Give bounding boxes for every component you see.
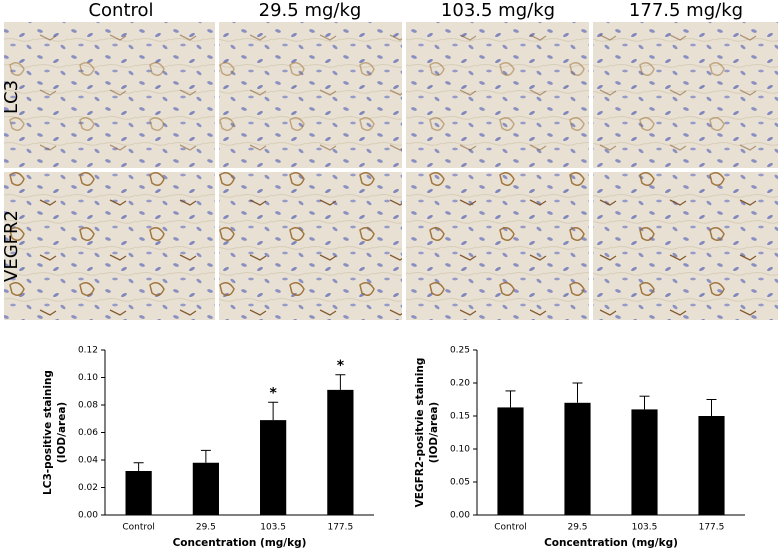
significance-marker: * <box>269 385 277 401</box>
y-tick-label: 0.10 <box>450 445 470 455</box>
bar <box>192 462 219 515</box>
y-tick-label: 0.00 <box>78 511 98 521</box>
bar <box>497 407 524 515</box>
x-tick-label: 177.5 <box>327 523 353 533</box>
y-axis-title: (IOD/area) <box>428 402 440 463</box>
y-tick-label: 0.20 <box>450 379 470 389</box>
x-tick-label: 177.5 <box>699 523 725 533</box>
y-tick-label: 0.00 <box>450 511 470 521</box>
x-tick-label: 103.5 <box>260 523 286 533</box>
y-tick-label: 0.04 <box>78 456 98 466</box>
y-tick-label: 0.12 <box>78 346 98 356</box>
x-tick-label: Control <box>122 523 155 533</box>
y-tick-label: 0.15 <box>450 412 470 422</box>
bar <box>631 409 658 515</box>
bar <box>260 420 287 515</box>
bar <box>327 389 354 515</box>
y-tick-label: 0.25 <box>450 346 470 356</box>
column-label: 103.5 mg/kg <box>441 0 555 21</box>
column-label: 177.5 mg/kg <box>629 0 743 21</box>
stain-overlay <box>4 172 778 320</box>
x-tick-label: 103.5 <box>632 523 658 533</box>
x-axis-title: Concentration (mg/kg) <box>544 537 678 549</box>
bar <box>125 471 152 515</box>
x-tick-label: Control <box>494 523 527 533</box>
bar <box>698 416 725 515</box>
y-tick-label: 0.08 <box>78 401 98 411</box>
row-label: LC3 <box>1 80 22 114</box>
stain-overlay <box>4 22 778 168</box>
y-tick-label: 0.05 <box>450 478 470 488</box>
column-label: Control <box>88 0 153 21</box>
bar <box>564 402 591 515</box>
x-axis-title: Concentration (mg/kg) <box>173 537 307 549</box>
y-tick-label: 0.10 <box>78 373 98 383</box>
significance-marker: * <box>337 358 345 374</box>
y-tick-label: 0.06 <box>78 428 98 438</box>
x-tick-label: 29.5 <box>196 523 216 533</box>
row-label: VEGFR2 <box>1 210 22 282</box>
y-axis-title: LC3-positive staining <box>42 370 54 495</box>
x-tick-label: 29.5 <box>567 523 587 533</box>
y-axis-title: VEGFR2-positvie staining <box>414 358 426 508</box>
y-axis-title: (IOD/area) <box>56 402 68 463</box>
y-tick-label: 0.02 <box>78 483 98 493</box>
column-label: 29.5 mg/kg <box>259 0 362 21</box>
micrographs <box>4 22 778 320</box>
